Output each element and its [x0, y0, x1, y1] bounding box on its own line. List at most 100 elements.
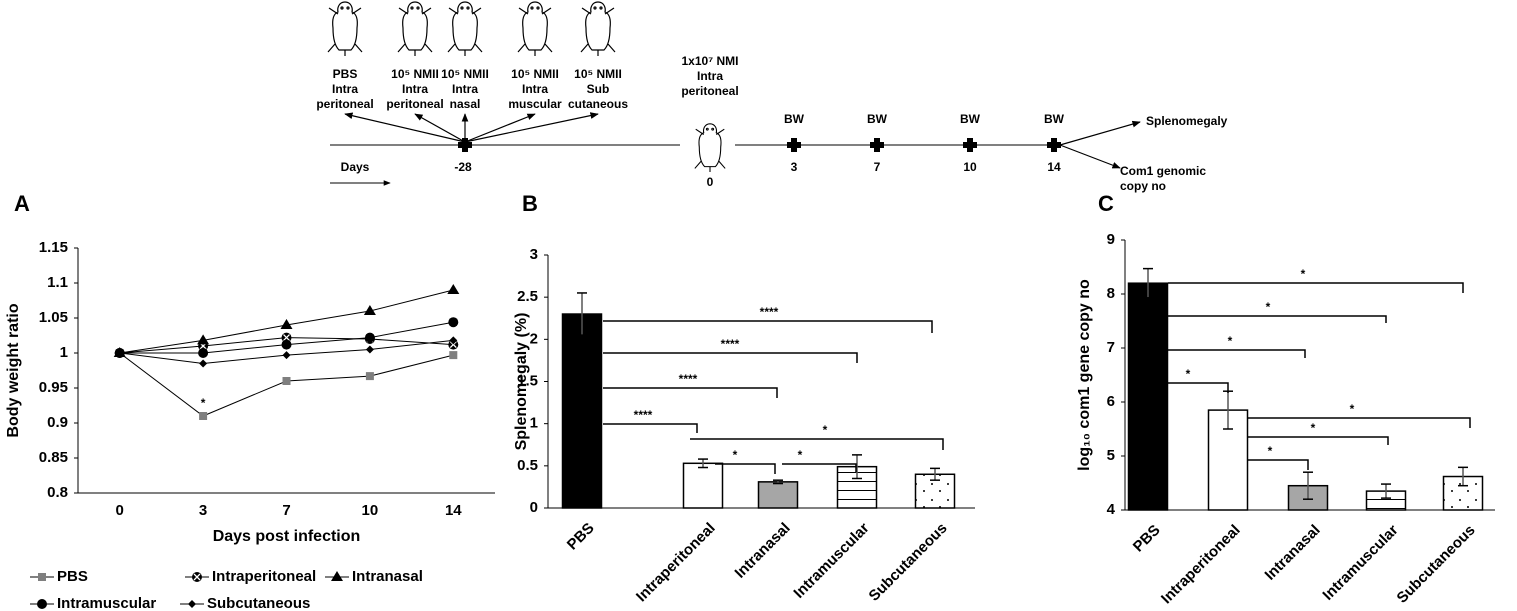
y-axis-label: Body weight ratio — [5, 303, 22, 437]
x-tick-label: Intramuscular — [790, 520, 872, 602]
bw-label: BW — [867, 112, 888, 126]
y-axis-label: Splenomegaly (%) — [513, 313, 530, 451]
mouse-icon — [327, 1, 363, 56]
marker-shape — [282, 351, 291, 360]
x-tick-label: Intraperitoneal — [1158, 522, 1244, 608]
marker-shape — [197, 334, 210, 345]
marker-shape — [280, 319, 293, 329]
day-label: 10 — [963, 160, 977, 174]
group-label: nasal — [450, 97, 481, 111]
arrow — [344, 112, 466, 143]
marker-shape — [449, 336, 458, 345]
marker-shape — [37, 599, 47, 609]
point-marker — [365, 372, 374, 381]
significance-bracket — [715, 463, 776, 474]
group-label: peritoneal — [386, 97, 443, 111]
error-bar — [773, 479, 783, 485]
point-marker — [199, 412, 208, 420]
marker-shape — [447, 284, 460, 294]
bar — [757, 481, 799, 509]
group-label: PBS — [333, 67, 358, 81]
x-tick-label: 10 — [362, 502, 379, 519]
significance-bracket — [1168, 282, 1464, 293]
timepoint-marker — [963, 138, 977, 152]
group-label: muscular — [508, 97, 562, 111]
significance-label: * — [1301, 267, 1306, 281]
point-marker — [281, 332, 292, 343]
y-tick-label: 0.95 — [39, 379, 68, 396]
group-label: peritoneal — [316, 97, 373, 111]
marker-shape — [364, 332, 375, 343]
legend-marker — [192, 572, 202, 582]
challenge-label: Intra — [697, 69, 723, 83]
significance-label: **** — [634, 408, 653, 422]
x-tick-label: PBS — [1130, 522, 1164, 556]
marker-shape — [188, 600, 196, 608]
point-marker — [365, 345, 374, 354]
point-marker — [449, 336, 458, 345]
marker-shape — [365, 372, 374, 381]
bw-label: BW — [1044, 112, 1065, 126]
y-tick-label: 0.8 — [47, 484, 68, 501]
point-marker — [449, 351, 458, 360]
panel-label: B — [522, 191, 538, 216]
significance-bracket — [1168, 315, 1387, 323]
significance-bracket — [603, 352, 858, 363]
x-tick-label: 0 — [116, 502, 124, 519]
x-tick-label: Subcutaneous — [866, 520, 951, 605]
point-marker — [280, 319, 293, 329]
point-marker — [448, 339, 459, 350]
y-tick-label: 1.15 — [39, 239, 68, 256]
legend-marker — [331, 571, 343, 581]
bar — [682, 462, 724, 509]
x-axis-label: Days post infection — [213, 528, 361, 545]
timepoint-marker — [870, 138, 884, 152]
significance-label: * — [823, 423, 828, 437]
y-tick-label: 9 — [1107, 231, 1115, 248]
x-tick-label: Intranasal — [1261, 522, 1323, 584]
significance-bracket — [603, 320, 933, 333]
significance-bracket — [1248, 417, 1471, 428]
legend-label: Subcutaneous — [207, 595, 310, 611]
marker-shape — [363, 305, 376, 315]
point-marker — [364, 332, 375, 343]
group-label: 10⁵ NMII — [441, 67, 489, 81]
arrow — [414, 113, 466, 143]
point-marker — [282, 351, 291, 360]
error-bar — [852, 454, 862, 480]
point-marker — [115, 349, 124, 357]
y-tick-label: 1.1 — [47, 274, 68, 291]
arrow — [464, 113, 536, 143]
group-label: Intra — [452, 82, 478, 96]
outcome-label: Com1 genomic — [1120, 164, 1206, 178]
outcome-label: Splenomegaly — [1146, 114, 1228, 128]
marker-shape — [193, 573, 201, 581]
marker-shape — [281, 339, 292, 350]
y-tick-label: 6 — [1107, 393, 1115, 410]
x-tick-label: 14 — [445, 502, 462, 519]
day-label: 7 — [874, 160, 881, 174]
day-label: 14 — [1047, 160, 1061, 174]
marker-shape — [283, 334, 290, 342]
mouse-icon — [517, 1, 553, 56]
legend-marker — [188, 600, 196, 608]
significance-bracket — [603, 387, 778, 398]
y-tick-label: 4 — [1107, 501, 1116, 518]
annotation: * — [201, 396, 206, 410]
error-bar — [1143, 267, 1153, 299]
significance-bracket — [1168, 382, 1229, 393]
y-tick-label: 2 — [530, 330, 538, 347]
significance-label: **** — [721, 337, 740, 351]
y-tick-label: 1 — [60, 344, 68, 361]
y-tick-label: 1.05 — [39, 309, 68, 326]
y-tick-label: 0 — [530, 499, 538, 516]
marker-shape — [115, 349, 124, 357]
day-label: 3 — [791, 160, 798, 174]
marker-shape — [365, 345, 374, 354]
legend-marker — [38, 573, 46, 581]
point-marker — [281, 339, 292, 350]
